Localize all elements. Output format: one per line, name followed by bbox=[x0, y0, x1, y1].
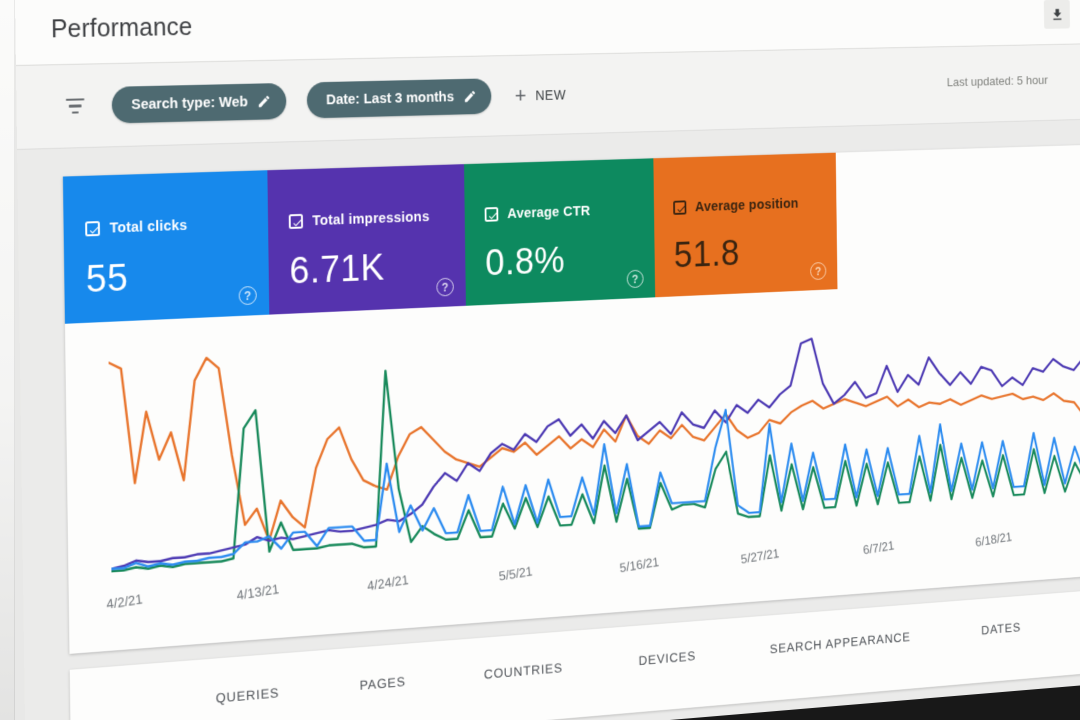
plus-icon: + bbox=[515, 85, 527, 106]
metric-card-total-impressions[interactable]: Total impressions 6.71K ? bbox=[267, 164, 466, 314]
checkbox-checked-icon bbox=[85, 221, 100, 236]
main-content: Total clicks 55 ? Total impressions 6.71… bbox=[17, 118, 1080, 720]
checkbox-checked-icon bbox=[673, 200, 686, 215]
filter-list-icon[interactable] bbox=[60, 92, 91, 120]
edit-pencil-icon bbox=[463, 89, 477, 104]
metric-cards-row: Total clicks 55 ? Total impressions 6.71… bbox=[63, 143, 1080, 323]
metric-card-average-position[interactable]: Average position 51.8 ? bbox=[653, 153, 837, 298]
edit-pencil-icon bbox=[257, 94, 271, 109]
search-console-window: Performance Search type: Web Date: Last … bbox=[15, 0, 1080, 720]
x-axis-label: 4/2/21 bbox=[105, 591, 143, 612]
help-icon[interactable]: ? bbox=[436, 278, 454, 297]
x-axis-label: 4/24/21 bbox=[367, 572, 410, 593]
metric-card-total-clicks[interactable]: Total clicks 55 ? bbox=[63, 170, 269, 324]
x-axis-label: 4/13/21 bbox=[236, 581, 280, 602]
help-icon[interactable]: ? bbox=[627, 270, 644, 289]
performance-chart-card: Total clicks 55 ? Total impressions 6.71… bbox=[63, 143, 1080, 653]
tab-dates[interactable]: DATES bbox=[981, 620, 1021, 637]
date-range-chip-label: Date: Last 3 months bbox=[326, 89, 454, 108]
date-range-chip[interactable]: Date: Last 3 months bbox=[307, 78, 491, 118]
tab-countries[interactable]: COUNTRIES bbox=[484, 660, 563, 681]
tab-search-appearance[interactable]: SEARCH APPEARANCE bbox=[770, 630, 911, 656]
metric-label: Total impressions bbox=[312, 209, 429, 229]
screen-edge bbox=[0, 0, 15, 720]
export-button[interactable] bbox=[1044, 0, 1070, 29]
metric-card-average-ctr[interactable]: Average CTR 0.8% ? bbox=[464, 158, 655, 305]
page-title: Performance bbox=[51, 13, 193, 44]
x-axis-label: 5/16/21 bbox=[619, 555, 660, 575]
metric-label: Average position bbox=[695, 196, 799, 215]
metric-label: Average CTR bbox=[507, 203, 590, 221]
metric-label: Total clicks bbox=[110, 217, 188, 236]
download-icon bbox=[1050, 6, 1064, 22]
tab-queries[interactable]: QUERIES bbox=[216, 685, 280, 705]
x-axis-label: 6/18/21 bbox=[975, 530, 1013, 550]
x-axis-label: 5/27/21 bbox=[740, 546, 780, 566]
checkbox-checked-icon bbox=[289, 214, 303, 229]
tab-pages[interactable]: PAGES bbox=[359, 674, 406, 693]
help-icon[interactable]: ? bbox=[810, 262, 826, 280]
checkbox-checked-icon bbox=[485, 207, 499, 222]
tab-devices[interactable]: DEVICES bbox=[639, 649, 697, 668]
new-filter-label: NEW bbox=[535, 87, 566, 103]
search-type-chip-label: Search type: Web bbox=[131, 94, 248, 113]
x-axis-label: 6/7/21 bbox=[862, 538, 895, 557]
search-type-chip[interactable]: Search type: Web bbox=[112, 83, 287, 124]
new-filter-button[interactable]: + NEW bbox=[515, 84, 567, 106]
last-updated-text: Last updated: 5 hour bbox=[947, 73, 1048, 89]
x-axis-label: 5/5/21 bbox=[498, 564, 533, 584]
photo-frame: Performance Search type: Web Date: Last … bbox=[0, 0, 1080, 720]
help-icon[interactable]: ? bbox=[239, 286, 257, 305]
